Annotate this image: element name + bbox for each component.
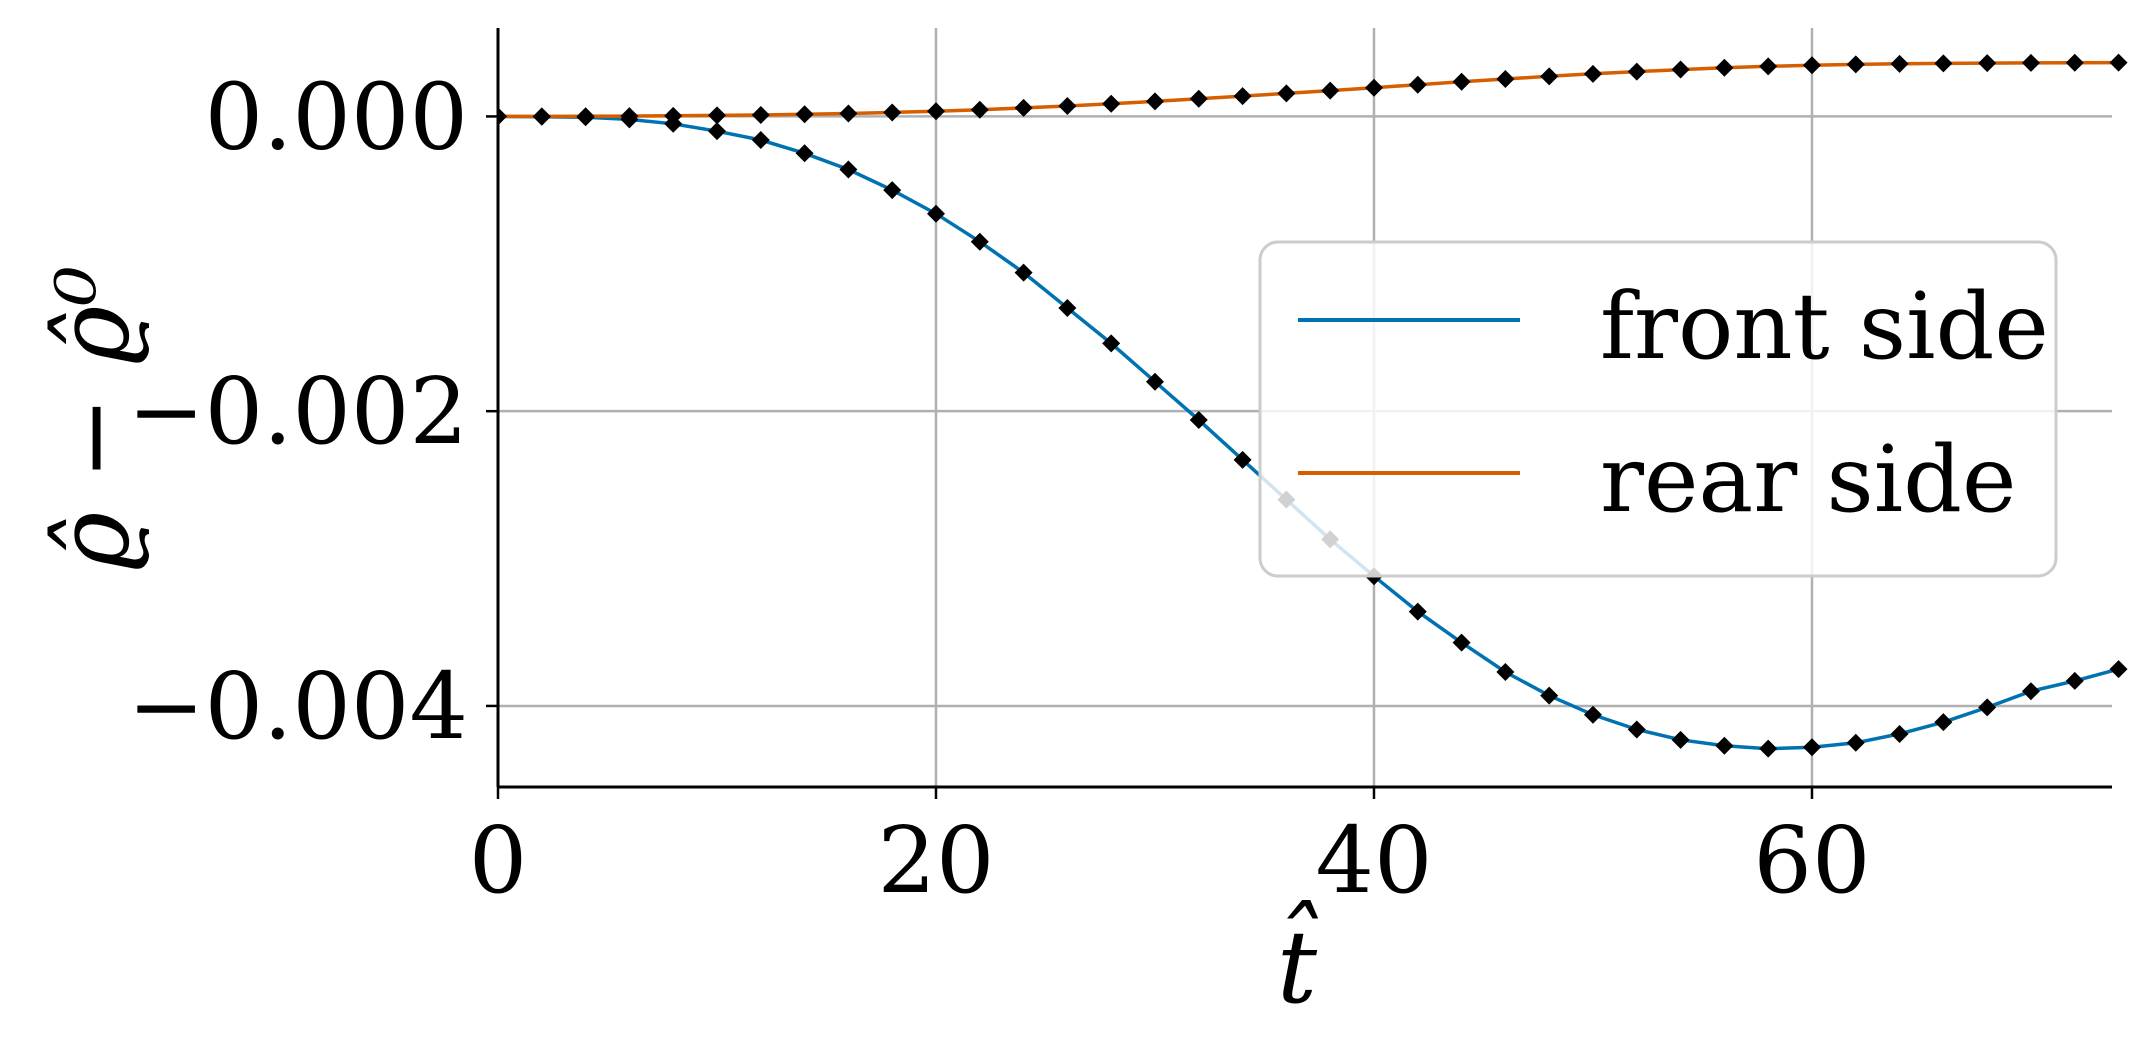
data-point-rear-side	[620, 107, 639, 126]
data-point-front-side	[1715, 736, 1734, 755]
data-point-front-side	[2021, 682, 2040, 701]
data-point-front-side	[1671, 730, 1690, 749]
x-tick-label: 0	[469, 807, 528, 914]
data-point-front-side	[1978, 698, 1997, 717]
legend-label-front: front side	[1600, 273, 2049, 380]
y-tick-label: 0.000	[205, 63, 468, 170]
data-point-rear-side	[1408, 75, 1427, 94]
x-tick-label: 40	[1315, 807, 1432, 914]
x-axis-label: t̂	[1277, 900, 1319, 1026]
data-point-front-side	[1233, 450, 1252, 469]
series-line-rear-side	[498, 60, 2119, 119]
data-point-rear-side	[1978, 54, 1997, 73]
data-point-rear-side	[1189, 89, 1208, 108]
data-point-rear-side	[707, 106, 726, 125]
data-point-front-side	[1058, 299, 1077, 318]
data-point-rear-side	[1452, 72, 1471, 91]
data-point-front-side	[1496, 663, 1515, 682]
data-point-rear-side	[2109, 53, 2128, 72]
data-point-front-side	[883, 181, 902, 200]
legend-box	[1258, 240, 2058, 578]
data-point-front-side	[795, 144, 814, 163]
data-point-front-side	[970, 232, 989, 251]
data-point-rear-side	[1145, 92, 1164, 111]
data-point-rear-side	[926, 102, 945, 121]
y-tick-label: −0.002	[128, 358, 468, 465]
data-point-rear-side	[1233, 87, 1252, 106]
data-point-front-side	[1627, 720, 1646, 739]
data-point-front-side	[1189, 411, 1208, 430]
data-point-rear-side	[1890, 54, 1909, 73]
data-point-rear-side	[795, 105, 814, 124]
data-point-rear-side	[576, 107, 595, 126]
data-point-front-side	[2065, 671, 2084, 690]
x-tick-label: 60	[1753, 807, 1870, 914]
data-point-rear-side	[751, 105, 770, 124]
data-point-rear-side	[1321, 81, 1340, 100]
data-point-front-side	[1802, 738, 1821, 757]
data-point-rear-side	[532, 107, 551, 126]
data-point-rear-side	[664, 106, 683, 125]
data-point-rear-side	[1540, 67, 1559, 86]
data-point-front-side	[926, 204, 945, 223]
data-point-rear-side	[1846, 55, 1865, 74]
data-point-rear-side	[883, 103, 902, 122]
data-point-front-side	[2109, 660, 2128, 679]
data-point-rear-side	[2021, 53, 2040, 72]
y-tick-label: −0.004	[128, 653, 468, 760]
tick-labels: 0 20 40 60 0.000 −0.002 −0.004	[128, 63, 1871, 914]
data-point-rear-side	[1102, 94, 1121, 113]
data-point-rear-side	[1934, 54, 1953, 73]
data-point-front-side	[1759, 739, 1778, 758]
y-axis-label: ϱ̂ − ϱ̂⁰	[35, 265, 152, 570]
x-tick-label: 20	[877, 807, 994, 914]
data-point-front-side	[1934, 713, 1953, 732]
legend: front side rear side	[1258, 240, 2058, 578]
data-point-rear-side	[1627, 62, 1646, 81]
data-point-rear-side	[498, 107, 507, 126]
legend-label-rear: rear side	[1600, 426, 2016, 533]
axes	[486, 28, 2112, 799]
data-point-front-side	[1846, 733, 1865, 752]
data-point-front-side	[1408, 602, 1427, 621]
data-point-front-side	[1890, 724, 1909, 743]
data-point-rear-side	[1277, 84, 1296, 103]
data-point-rear-side	[970, 100, 989, 119]
data-point-front-side	[1452, 633, 1471, 652]
data-point-rear-side	[1014, 98, 1033, 117]
data-point-rear-side	[2065, 53, 2084, 72]
data-point-front-side	[1014, 263, 1033, 282]
data-point-rear-side	[1759, 57, 1778, 76]
data-point-rear-side	[1496, 69, 1515, 88]
data-point-rear-side	[1671, 60, 1690, 79]
data-point-rear-side	[1715, 58, 1734, 77]
data-point-front-side	[707, 122, 726, 141]
data-point-rear-side	[1364, 78, 1383, 97]
data-point-rear-side	[1058, 96, 1077, 115]
data-point-front-side	[839, 160, 858, 179]
data-point-front-side	[1145, 372, 1164, 391]
data-point-front-side	[1583, 705, 1602, 724]
data-point-front-side	[1102, 334, 1121, 353]
data-point-rear-side	[1583, 64, 1602, 83]
data-point-front-side	[1540, 686, 1559, 705]
data-point-front-side	[751, 131, 770, 150]
data-point-rear-side	[1802, 56, 1821, 75]
data-point-rear-side	[839, 104, 858, 123]
